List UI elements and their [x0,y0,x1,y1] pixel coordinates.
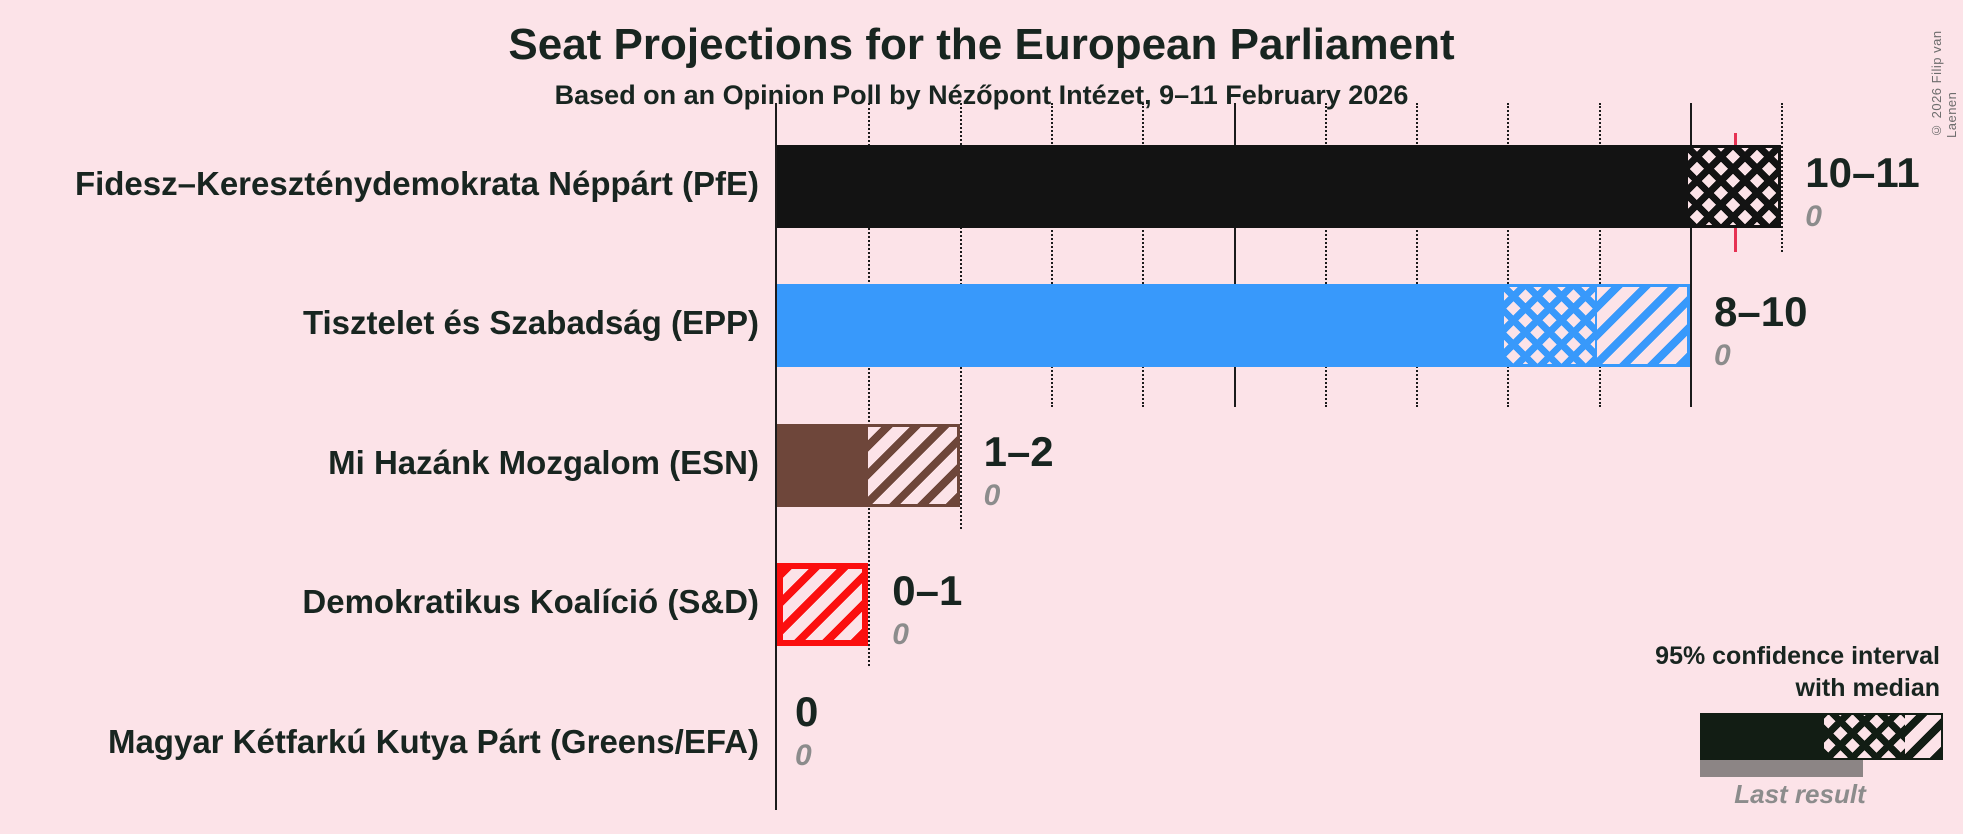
value-block: 1–2 0 [984,424,1054,512]
ci-value-label: 0–1 [892,567,963,614]
legend-solid-segment [1702,715,1824,758]
legend-title-line2: with median [1795,674,1940,702]
confidence-interval-bar [777,563,869,646]
y-axis-line [775,103,777,810]
ci-value-label: 10–11 [1805,149,1920,196]
party-label: Fidesz–Kereszténydemokrata Néppárt (PfE) [74,164,759,202]
gridline-minor [1324,103,1327,407]
party-label: Mi Hazánk Mozgalom (ESN) [328,443,759,481]
legend-last-result-bar [1700,760,1863,777]
legend-crosshatch-segment [1824,715,1905,758]
ci-value-label: 8–10 [1714,288,1808,335]
chart-title: Seat Projections for the European Parlia… [508,20,1455,69]
chart-subtitle: Based on an Opinion Poll by Nézőpont Int… [554,80,1409,110]
last-result-value: 0 [795,739,812,772]
party-label: Magyar Kétfarkú Kutya Párt (Greens/EFA) [107,723,759,760]
bar-segment-crosshatch [1504,287,1595,364]
legend-sample-bar [1700,713,1943,760]
legend-last-result-label: Last result [1734,779,1866,809]
bar-segment-solid [780,287,1504,364]
copyright-notice: © 2026 Filip van Laenen [1929,30,1959,138]
legend-title: 95% confidence interval with median [1520,640,1940,704]
value-block: 8–10 0 [1714,284,1807,372]
confidence-interval-bar [777,145,1782,228]
gridline-minor [1142,103,1145,407]
value-block: 0–1 0 [892,563,962,651]
last-result-value: 0 [983,479,1001,512]
ci-value-label: 1–2 [983,428,1054,475]
gridline-minor [1598,103,1601,407]
gridline-minor [1781,103,1784,252]
gridline-major [1233,103,1236,407]
party-label: Tisztelet és Szabadság (EPP) [302,303,759,341]
gridline-minor [1507,103,1510,407]
gridline-major [1690,103,1692,407]
bar-segment-diagonal [868,427,957,504]
bar-segment-solid [780,148,1688,225]
ci-value-label: 0 [795,688,819,735]
confidence-interval-bar [777,284,1690,367]
legend-diagonal-segment [1905,715,1941,758]
bar-segment-diagonal [783,569,863,640]
gridline-minor [1416,103,1419,407]
value-block: 10–11 0 [1805,145,1919,233]
gridline-minor [1050,103,1053,407]
gridline-minor [868,103,871,666]
confidence-interval-bar [777,424,960,507]
legend-title-line1: 95% confidence interval [1655,642,1940,670]
party-label: Demokratikus Koalíció (S&D) [302,582,759,620]
bar-segment-diagonal [1594,287,1687,364]
last-result-value: 0 [1714,339,1731,372]
bar-segment-solid [780,427,869,504]
bar-segment-crosshatch [1687,148,1779,225]
last-result-value: 0 [892,618,909,651]
last-result-value: 0 [1805,200,1822,233]
